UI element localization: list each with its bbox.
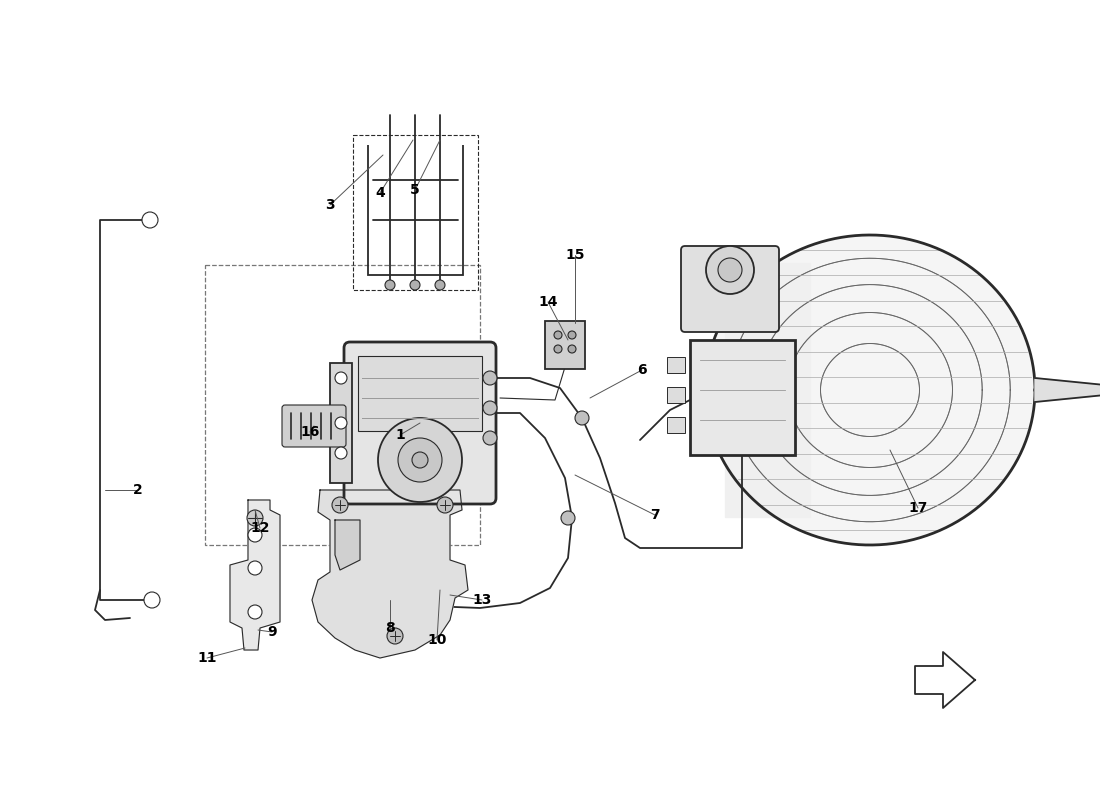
Polygon shape	[725, 263, 810, 517]
Circle shape	[412, 452, 428, 468]
Bar	[667, 387, 685, 403]
Circle shape	[561, 511, 575, 525]
FancyBboxPatch shape	[282, 405, 346, 447]
Circle shape	[554, 345, 562, 353]
Circle shape	[410, 280, 420, 290]
Text: 3: 3	[326, 198, 334, 212]
FancyBboxPatch shape	[544, 321, 585, 369]
FancyBboxPatch shape	[344, 342, 496, 504]
Polygon shape	[312, 490, 468, 658]
Text: 17: 17	[909, 501, 927, 515]
Circle shape	[398, 438, 442, 482]
Text: 7: 7	[650, 508, 660, 522]
Bar	[690, 340, 795, 455]
Circle shape	[554, 331, 562, 339]
FancyBboxPatch shape	[681, 246, 779, 332]
Circle shape	[144, 592, 159, 608]
Circle shape	[332, 497, 348, 513]
Text: 16: 16	[300, 425, 320, 439]
Circle shape	[336, 447, 346, 459]
Text: 15: 15	[565, 248, 585, 262]
Circle shape	[336, 417, 346, 429]
Text: 10: 10	[427, 633, 447, 647]
Bar	[667, 357, 685, 373]
Bar	[358, 356, 482, 431]
Polygon shape	[1035, 378, 1100, 402]
Circle shape	[248, 561, 262, 575]
Circle shape	[575, 411, 589, 425]
Circle shape	[437, 497, 453, 513]
Text: 1: 1	[395, 428, 405, 442]
Bar	[330, 363, 352, 483]
Text: 5: 5	[410, 183, 420, 197]
Polygon shape	[915, 652, 975, 708]
Circle shape	[483, 371, 497, 385]
Text: 2: 2	[133, 483, 143, 497]
Circle shape	[483, 431, 497, 445]
Circle shape	[483, 401, 497, 415]
Text: 4: 4	[375, 186, 385, 200]
Circle shape	[385, 280, 395, 290]
Circle shape	[568, 345, 576, 353]
Text: 14: 14	[538, 295, 558, 309]
Bar	[667, 417, 685, 433]
Circle shape	[718, 258, 743, 282]
Text: 9: 9	[267, 625, 277, 639]
Text: 8: 8	[385, 621, 395, 635]
Circle shape	[336, 372, 346, 384]
Circle shape	[142, 212, 158, 228]
Bar	[353, 135, 478, 290]
Circle shape	[248, 510, 263, 526]
Circle shape	[706, 246, 754, 294]
Text: 6: 6	[637, 363, 647, 377]
Polygon shape	[336, 520, 360, 570]
Circle shape	[568, 331, 576, 339]
Polygon shape	[230, 500, 280, 650]
Circle shape	[248, 528, 262, 542]
Text: 11: 11	[197, 651, 217, 665]
Text: 12: 12	[251, 521, 270, 535]
Bar	[205, 265, 480, 545]
Polygon shape	[705, 235, 1035, 545]
Circle shape	[434, 280, 446, 290]
Circle shape	[387, 628, 403, 644]
Circle shape	[248, 605, 262, 619]
Text: 13: 13	[472, 593, 492, 607]
Circle shape	[378, 418, 462, 502]
